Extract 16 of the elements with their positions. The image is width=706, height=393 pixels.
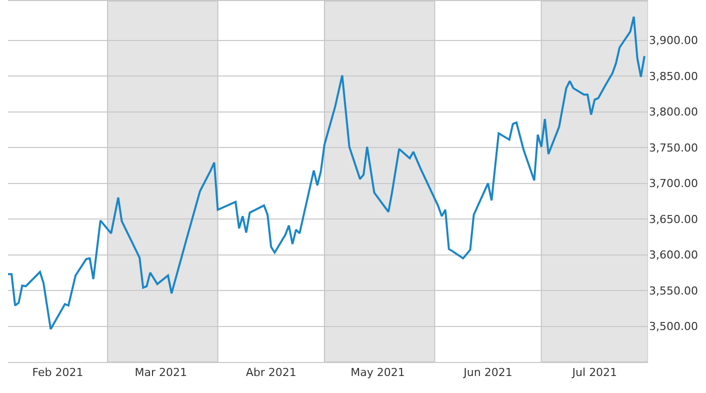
x-tick-label: May 2021 [350,366,405,380]
y-tick-label: 3,650.00 [649,212,698,226]
x-tick-label: Jul 2021 [571,366,618,380]
y-tick-label: 3,850.00 [649,70,698,83]
line-series [8,16,646,330]
y-tick-label: 3,600.00 [649,248,698,262]
y-tick-label: 3,500.00 [649,320,698,334]
y-tick-label: 3,750.00 [649,141,698,154]
y-tick-label: 3,550.00 [649,284,698,298]
x-tick-label: Feb 2021 [32,366,84,380]
x-tick-label: Mar 2021 [134,366,188,380]
y-tick-label: 3,700.00 [649,177,698,190]
x-tick-label: Jun 2021 [462,366,512,380]
x-tick-label: Abr 2021 [246,366,296,380]
y-tick-label: 3,800.00 [649,106,698,119]
y-tick-label: 3,900.00 [649,34,698,48]
